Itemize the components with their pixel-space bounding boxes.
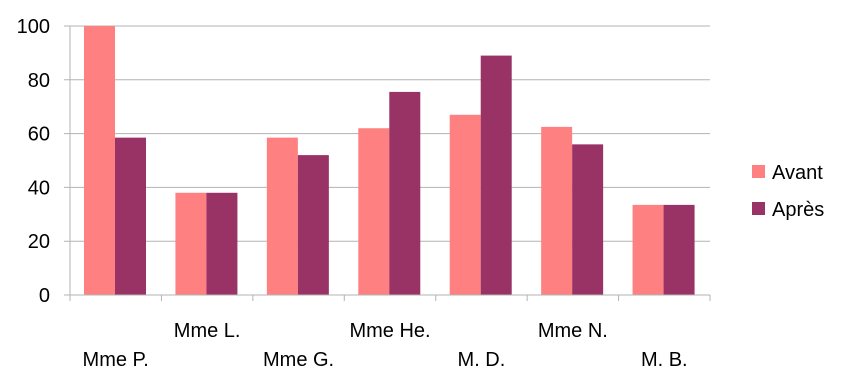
bar-avant-0 bbox=[84, 26, 115, 295]
bar-après-2 bbox=[297, 155, 329, 295]
y-tick-labels: 0 20 40 60 80 100 bbox=[17, 16, 50, 307]
legend-label: Après bbox=[772, 199, 824, 221]
bars-group bbox=[84, 26, 695, 296]
x-tick-label: Mme G. bbox=[263, 349, 334, 371]
bar-avant-3 bbox=[358, 128, 390, 295]
y-tick-label: 80 bbox=[28, 70, 50, 92]
bar-après-3 bbox=[389, 91, 421, 295]
x-tick-label: M. B. bbox=[641, 349, 688, 371]
y-tick-label: 40 bbox=[28, 177, 50, 199]
x-tick-label: M. D. bbox=[458, 349, 506, 371]
bar-avant-1 bbox=[175, 192, 207, 295]
bar-après-5 bbox=[572, 144, 604, 295]
bar-avant-5 bbox=[541, 126, 573, 295]
bar-après-6 bbox=[663, 204, 695, 295]
x-tick-labels: Mme P. Mme L. Mme G. Mme He. M. D. Mme N. M. B… bbox=[83, 320, 688, 371]
bar-après-0 bbox=[115, 137, 146, 295]
axes bbox=[64, 26, 711, 301]
y-tick-label: 20 bbox=[28, 231, 50, 253]
x-tick-label: Mme L. bbox=[174, 320, 241, 342]
y-tick-label: 60 bbox=[28, 124, 50, 146]
y-tick-label: 100 bbox=[17, 16, 50, 38]
legend: Avant Après bbox=[752, 162, 824, 221]
legend-label: Avant bbox=[772, 162, 823, 184]
bar-avant-6 bbox=[632, 204, 664, 295]
bar-avant-2 bbox=[266, 137, 298, 295]
x-tick-label: Mme He. bbox=[349, 320, 430, 342]
legend-swatch-avant bbox=[752, 165, 765, 178]
y-tick-label: 0 bbox=[39, 285, 50, 307]
bar-après-1 bbox=[206, 192, 238, 295]
legend-swatch-après bbox=[752, 202, 765, 215]
x-tick-label: Mme P. bbox=[83, 349, 149, 371]
bar-après-4 bbox=[480, 55, 512, 296]
bar-avant-4 bbox=[449, 114, 481, 296]
x-tick-label: Mme N. bbox=[538, 320, 608, 342]
